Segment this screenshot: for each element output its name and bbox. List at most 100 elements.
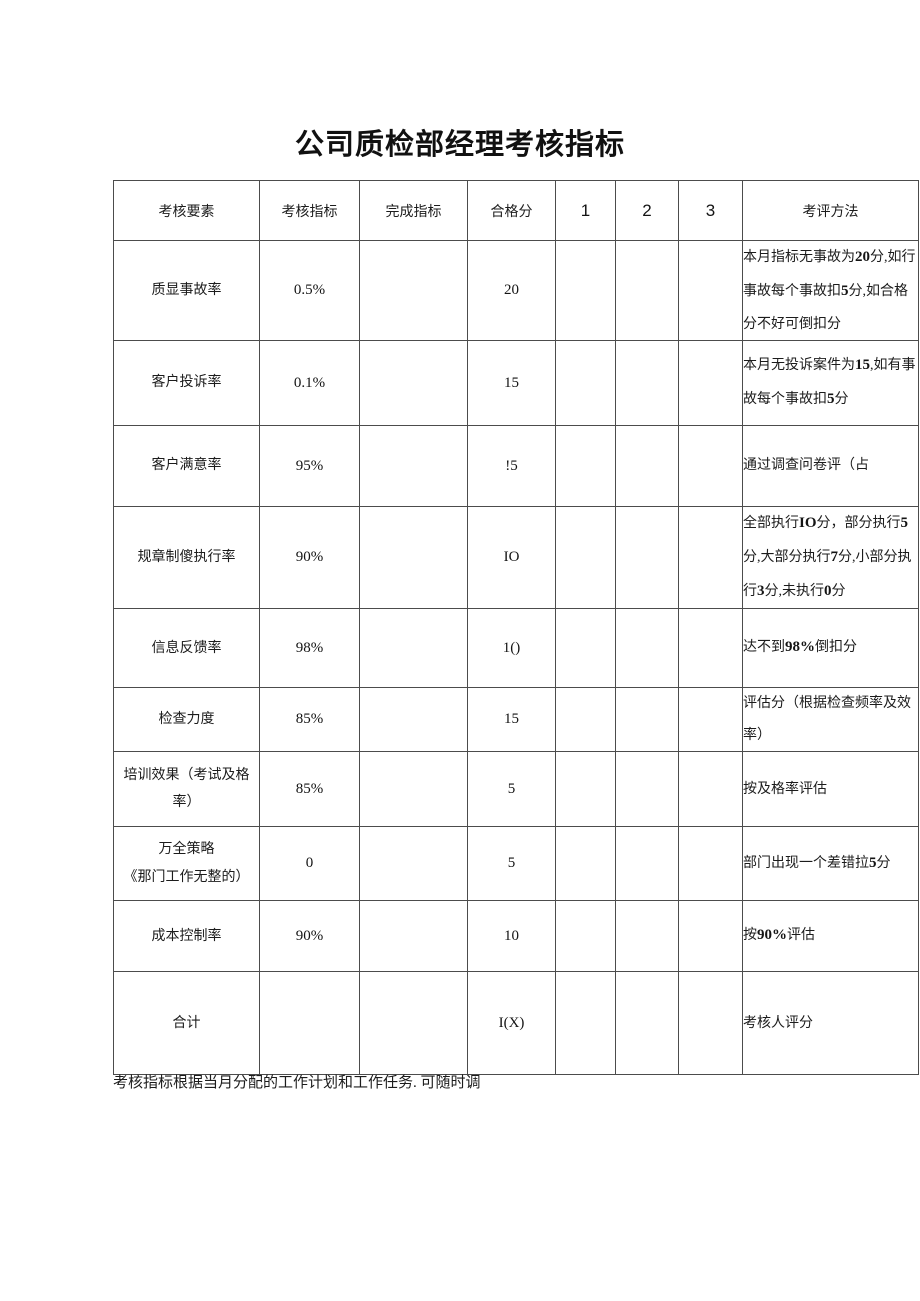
score2-cell <box>615 971 679 1076</box>
header-factor: 考核要素 <box>113 180 260 241</box>
table-row: 成本控制率 90% 10 按90%评估 <box>113 900 919 973</box>
score1-cell <box>555 505 616 610</box>
score2-cell <box>615 687 679 753</box>
header-score-1: 1 <box>555 180 616 241</box>
header-target: 考核指标 <box>259 180 360 241</box>
method-cell: 评估分（根据检查频率及效率） <box>742 687 919 753</box>
factor-cell: 培训效果（考试及格 率） <box>113 751 260 828</box>
pass-cell: 15 <box>467 340 556 426</box>
factor-cell: 信息反馈率 <box>113 608 260 689</box>
target-cell: 0.5% <box>259 240 360 341</box>
factor-cell: 客户投诉率 <box>113 340 260 426</box>
factor-cell: 质显事故率 <box>113 240 260 341</box>
page-title: 公司质检部经理考核指标 <box>294 129 625 161</box>
total-pass-cell: I(X) <box>467 971 556 1076</box>
score2-cell <box>615 340 679 426</box>
table-row: 客户投诉率 0.1% 15 本月无投诉案件为15,如有事故每个事故扣5分 <box>113 340 919 426</box>
score2-cell <box>615 900 679 973</box>
score1-cell <box>555 340 616 426</box>
header-done: 完成指标 <box>359 180 468 241</box>
header-pass-score: 合格分 <box>467 180 556 241</box>
score3-cell <box>678 240 743 341</box>
score1-cell <box>555 608 616 689</box>
pass-cell: 20 <box>467 240 556 341</box>
assessment-table: 考核要素 考核指标 完成指标 合格分 1 2 3 考评方法 质显事故率 0.5%… <box>113 180 919 1076</box>
pass-cell: 10 <box>467 900 556 973</box>
pass-cell: IO <box>467 505 556 610</box>
factor-cell: 规章制傻执行率 <box>113 505 260 610</box>
target-cell: 90% <box>259 900 360 973</box>
factor-cell: 万全策略 《那门工作无整的） <box>113 826 260 902</box>
method-cell: 通过调查问卷评（占 <box>742 425 919 507</box>
factor-cell: 客户满意率 <box>113 425 260 507</box>
score2-cell <box>615 505 679 610</box>
table-row: 万全策略 《那门工作无整的） 0 5 部门出现一个差错拉5分 <box>113 826 919 902</box>
done-cell <box>359 971 468 1076</box>
score1-cell <box>555 826 616 902</box>
header-score-3: 3 <box>678 180 743 241</box>
score3-cell <box>678 900 743 973</box>
score3-cell <box>678 340 743 426</box>
score1-cell <box>555 425 616 507</box>
target-cell: 0.1% <box>259 340 360 426</box>
target-cell <box>259 971 360 1076</box>
method-cell: 考核人评分 <box>742 971 919 1076</box>
target-cell: 95% <box>259 425 360 507</box>
footnote-text: 考核指标根据当月分配的工作计划和工作任务. 可随时调 <box>113 1075 481 1091</box>
score1-cell <box>555 900 616 973</box>
target-cell: 85% <box>259 687 360 753</box>
target-cell: 0 <box>259 826 360 902</box>
header-score-2: 2 <box>615 180 679 241</box>
table-row: 信息反馈率 98% 1() 达不到98%倒扣分 <box>113 608 919 689</box>
table-row: 客户满意率 95% !5 通过调查问卷评（占 <box>113 425 919 507</box>
score2-cell <box>615 240 679 341</box>
score2-cell <box>615 608 679 689</box>
target-cell: 98% <box>259 608 360 689</box>
table-row: 规章制傻执行率 90% IO 全部执行IO分，部分执行5分,大部分执行7分,小部… <box>113 505 919 610</box>
method-cell: 部门出现一个差错拉5分 <box>742 826 919 902</box>
header-method: 考评方法 <box>742 180 919 241</box>
pass-cell: 15 <box>467 687 556 753</box>
table-row: 检查力度 85% 15 评估分（根据检查频率及效率） <box>113 687 919 753</box>
score2-cell <box>615 425 679 507</box>
table-row: 培训效果（考试及格 率） 85% 5 按及格率评估 <box>113 751 919 828</box>
score1-cell <box>555 687 616 753</box>
method-cell: 本月指标无事故为20分,如行事故每个事故扣5分,如合格分不好可倒扣分 <box>742 240 919 341</box>
done-cell <box>359 240 468 341</box>
score3-cell <box>678 826 743 902</box>
factor-cell: 检查力度 <box>113 687 260 753</box>
target-cell: 85% <box>259 751 360 828</box>
table-row: 质显事故率 0.5% 20 本月指标无事故为20分,如行事故每个事故扣5分,如合… <box>113 240 919 341</box>
pass-cell: 5 <box>467 826 556 902</box>
factor-cell: 成本控制率 <box>113 900 260 973</box>
method-cell: 全部执行IO分，部分执行5分,大部分执行7分,小部分执行3分,未执行0分 <box>742 505 919 610</box>
done-cell <box>359 687 468 753</box>
header-row: 考核要素 考核指标 完成指标 合格分 1 2 3 考评方法 <box>113 180 919 241</box>
done-cell <box>359 608 468 689</box>
total-label-cell: 合计 <box>113 971 260 1076</box>
done-cell <box>359 340 468 426</box>
done-cell <box>359 751 468 828</box>
score3-cell <box>678 751 743 828</box>
pass-cell: !5 <box>467 425 556 507</box>
pass-cell: 5 <box>467 751 556 828</box>
score3-cell <box>678 425 743 507</box>
score1-cell <box>555 751 616 828</box>
done-cell <box>359 826 468 902</box>
method-cell: 按及格率评估 <box>742 751 919 828</box>
method-cell: 达不到98%倒扣分 <box>742 608 919 689</box>
target-cell: 90% <box>259 505 360 610</box>
score3-cell <box>678 608 743 689</box>
done-cell <box>359 425 468 507</box>
method-cell: 本月无投诉案件为15,如有事故每个事故扣5分 <box>742 340 919 426</box>
score1-cell <box>555 971 616 1076</box>
score3-cell <box>678 971 743 1076</box>
score3-cell <box>678 505 743 610</box>
score2-cell <box>615 826 679 902</box>
score3-cell <box>678 687 743 753</box>
method-cell: 按90%评估 <box>742 900 919 973</box>
done-cell <box>359 505 468 610</box>
pass-cell: 1() <box>467 608 556 689</box>
total-row: 合计 I(X) 考核人评分 <box>113 971 919 1076</box>
